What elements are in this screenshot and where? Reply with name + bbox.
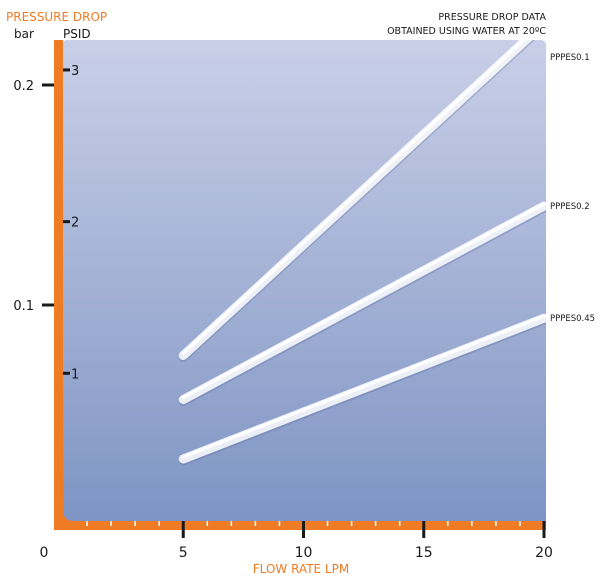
x-tick-mark-3: [422, 521, 426, 538]
series-line-3: [178, 313, 546, 464]
series-line-highlight-3: [181, 314, 546, 459]
psid-tick-label-1: 2: [71, 216, 79, 231]
x-tick-mark-2: [302, 521, 305, 538]
x-tick-mark-4: [542, 521, 546, 538]
note-line-1: PRESSURE DROP DATA: [438, 12, 546, 23]
series-line-highlight-1: [181, 40, 527, 356]
series-line-highlight-2: [181, 202, 546, 400]
x-tick-label-0: 0: [40, 545, 49, 561]
x-tick-label-4: 20: [535, 545, 553, 561]
psid-tick-label-0: 1: [71, 367, 79, 382]
series-labels: PPPES0.1 PPPES0.2 PPPES0.45: [550, 53, 595, 324]
bar-tick-label-0: 0.1: [13, 299, 34, 314]
series-label-3: PPPES0.45: [550, 314, 595, 324]
note-line-2: OBTAINED USING WATER AT 20ºC: [387, 26, 546, 37]
y-axis-line: [54, 40, 63, 530]
psid-tick-label-2: 3: [71, 64, 79, 79]
series-line-2: [178, 201, 546, 405]
bar-tick-mark-0: [42, 303, 54, 307]
psid-tick-mark-0: [63, 371, 70, 375]
x-tick-label-2: 10: [295, 545, 313, 561]
psid-tick-mark-2: [63, 68, 70, 72]
series-layer: [178, 40, 546, 466]
psid-tick-mark-1: [63, 220, 70, 224]
x-tick-mark-1: [181, 521, 185, 538]
x-tick-label-3: 15: [415, 545, 433, 561]
y-unit-bar: bar: [14, 27, 34, 41]
series-label-1: PPPES0.1: [550, 53, 590, 63]
y-unit-psid: PSID: [63, 27, 91, 41]
bar-tick-label-1: 0.2: [13, 79, 34, 94]
x-tick-label-1: 5: [179, 545, 188, 561]
bar-tick-mark-1: [42, 83, 54, 87]
y-axis-title: PRESSURE DROP: [6, 10, 107, 24]
ticks-layer: 0.1 0.2 1 2 3 0 5 10 15 20: [13, 64, 553, 561]
axis-corner: [54, 510, 74, 530]
plot-area: [62, 40, 546, 530]
series-label-2: PPPES0.2: [550, 202, 590, 212]
x-axis-line: [54, 521, 546, 530]
x-axis-title: FLOW RATE LPM: [253, 562, 349, 576]
